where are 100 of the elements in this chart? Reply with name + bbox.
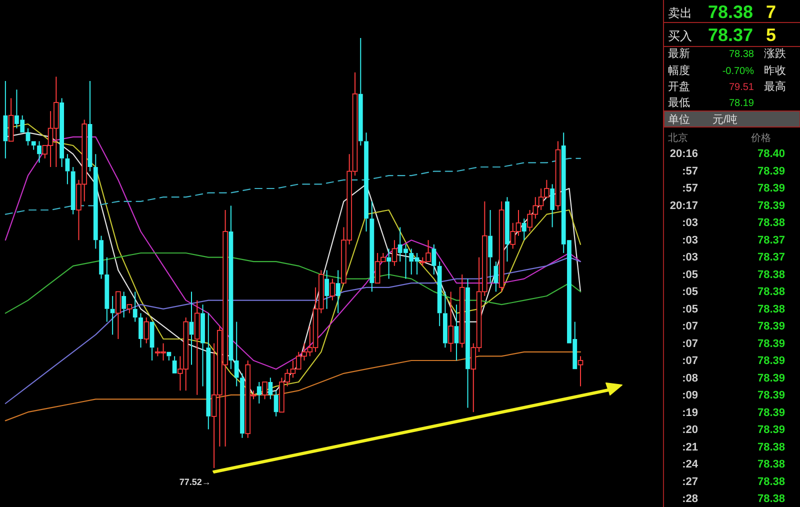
candlestick (144, 317, 150, 344)
text: :05 (682, 286, 698, 298)
text: 78.38 (757, 303, 785, 316)
candlestick (200, 304, 205, 387)
candlestick (110, 296, 115, 336)
candlestick (550, 184, 555, 228)
text: 78.39 (757, 182, 785, 194)
text: :28 (682, 493, 698, 505)
text: 78.38 (757, 268, 785, 281)
text: 77.52→ (179, 477, 211, 487)
candlestick (234, 321, 239, 387)
text: :07 (682, 320, 698, 332)
text: 78.39 (757, 200, 785, 212)
text: 78.37 (708, 25, 753, 45)
candlestick (392, 240, 398, 266)
text: 北京 (668, 132, 688, 144)
candlestick (578, 356, 584, 387)
text: 最高 (764, 80, 786, 93)
candlestick (138, 312, 143, 348)
candlestick (99, 235, 104, 280)
text: 元/吨 (712, 113, 738, 126)
candlestick (437, 261, 442, 327)
text: 昨收 (764, 65, 786, 77)
candlestick (228, 205, 234, 370)
text: :21 (682, 441, 698, 454)
candlestick (256, 382, 262, 404)
text: 涨跌 (764, 48, 786, 60)
text: 78.38 (728, 49, 754, 60)
text: :24 (682, 458, 699, 470)
text: :05 (682, 303, 698, 316)
candlestick (70, 166, 76, 215)
candlestick (466, 278, 470, 408)
text: :03 (682, 252, 698, 264)
text: :05 (682, 268, 698, 281)
text: 78.39 (757, 355, 785, 367)
text: :27 (682, 476, 698, 488)
text: 最低 (668, 97, 690, 109)
text: 78.38 (757, 286, 785, 298)
text: :07 (682, 338, 698, 350)
text: 78.39 (757, 338, 785, 350)
candlestick (432, 244, 436, 275)
candlestick (386, 248, 392, 280)
candlestick (364, 132, 368, 232)
text: :19 (682, 406, 698, 419)
text: 78.40 (757, 148, 785, 160)
candlestick (274, 390, 278, 417)
candlestick (3, 80, 8, 159)
text: 78.38 (757, 458, 785, 470)
candlestick (104, 256, 110, 322)
text: :03 (682, 234, 698, 246)
text: 78.39 (757, 390, 785, 402)
candlestick (26, 128, 30, 146)
candlestick (37, 140, 42, 164)
candlestick (65, 154, 70, 185)
candlestick (555, 140, 561, 210)
text: 价格 (750, 132, 771, 144)
text: :57 (682, 165, 698, 178)
candlestick (132, 291, 138, 322)
text: :07 (682, 355, 698, 367)
candlestick (488, 210, 493, 284)
text: 78.39 (757, 406, 785, 419)
text: 78.19 (728, 98, 754, 109)
candlestick (60, 98, 64, 168)
text: 最新 (668, 47, 690, 60)
text: 卖出 (668, 6, 692, 20)
text: 单位 (668, 113, 690, 126)
text: 78.38 (757, 441, 785, 454)
text: :57 (682, 182, 698, 194)
candlestick (454, 304, 459, 361)
candlestick (370, 200, 374, 292)
text: 开盘 (668, 81, 690, 93)
candlestick (358, 38, 363, 146)
candlestick (240, 372, 244, 438)
candlestick (494, 261, 498, 292)
text: 78.38 (708, 2, 753, 22)
text: 5 (766, 25, 776, 45)
text: :20 (682, 424, 698, 436)
text: 78.39 (757, 165, 785, 178)
candlestick (122, 291, 126, 318)
candlestick (324, 270, 329, 310)
text: 78.39 (757, 320, 785, 332)
text: 78.39 (757, 424, 785, 436)
text: 78.38 (757, 493, 785, 505)
text: 幅度 (668, 64, 690, 77)
candlestick (93, 154, 98, 250)
candlestick (336, 270, 340, 314)
candlestick (459, 274, 465, 348)
candlestick (522, 218, 526, 241)
candlestick (505, 196, 510, 262)
candlestick (88, 80, 92, 172)
text: 78.38 (757, 476, 785, 488)
text: 78.39 (757, 372, 785, 384)
candlestick (268, 377, 273, 400)
text: :03 (682, 217, 698, 229)
text: 78.37 (757, 252, 785, 264)
candlestick (194, 300, 200, 396)
text: 20:17 (670, 200, 698, 212)
text: 7 (766, 2, 776, 22)
candlestick (443, 291, 448, 348)
text: -0.70% (722, 66, 754, 77)
